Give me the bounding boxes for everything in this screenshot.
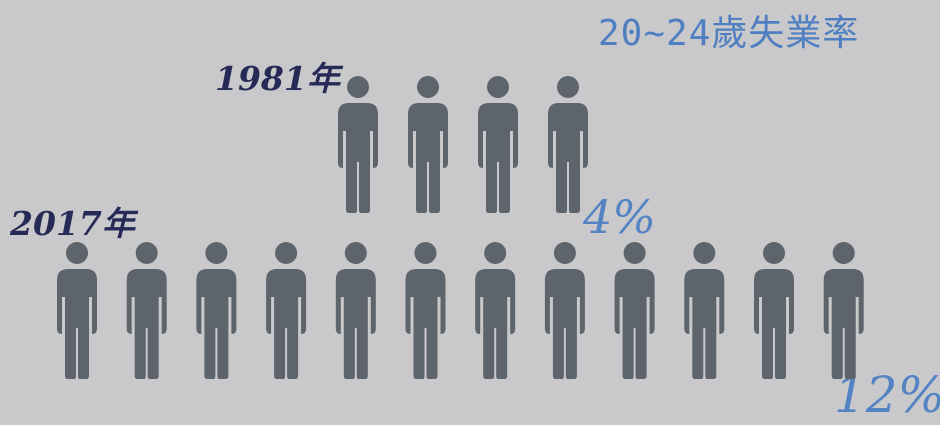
person-icon xyxy=(614,242,655,379)
person-icon xyxy=(126,242,167,379)
person-icon xyxy=(823,242,864,379)
person-icon xyxy=(684,242,725,379)
row-label-2017: 2017年 xyxy=(10,204,135,243)
person-icon xyxy=(57,242,97,379)
person-icon xyxy=(548,76,588,213)
person-icon xyxy=(544,242,585,379)
row-label-1981: 1981年 xyxy=(215,59,340,98)
person-icon xyxy=(408,76,448,213)
person-icon xyxy=(478,76,518,213)
person-icon xyxy=(266,242,307,379)
person-icon xyxy=(196,242,237,379)
chart-title: 20~24歲失業率 xyxy=(598,13,860,54)
person-icon xyxy=(335,242,376,379)
person-icon xyxy=(405,242,446,379)
person-icon xyxy=(475,242,516,379)
value-label-1981: 4% xyxy=(583,190,656,244)
person-icon xyxy=(754,242,794,379)
person-icon xyxy=(338,76,378,213)
